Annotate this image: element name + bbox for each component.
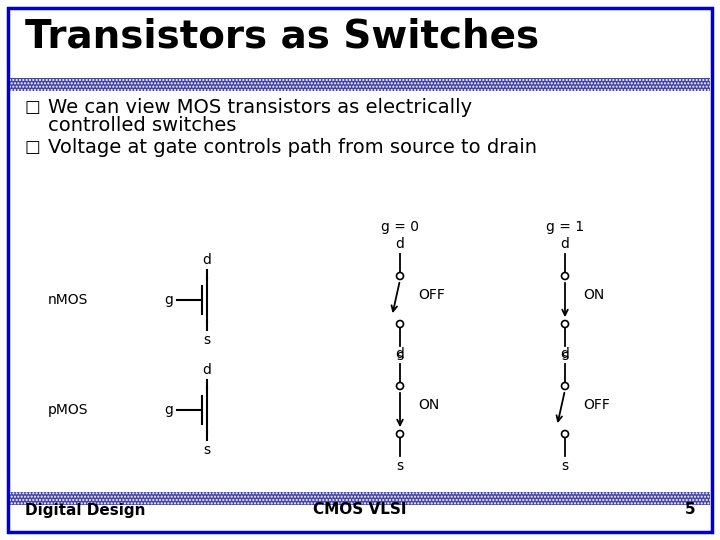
Text: nMOS: nMOS	[48, 293, 88, 307]
Text: 5: 5	[685, 503, 695, 517]
Text: d: d	[202, 363, 212, 377]
Bar	[10, 78, 710, 91]
Text: pMOS: pMOS	[48, 403, 89, 417]
Text: s: s	[204, 443, 210, 457]
Circle shape	[562, 382, 569, 389]
Circle shape	[397, 430, 403, 437]
Text: g = 1: g = 1	[546, 220, 584, 234]
Text: g: g	[164, 403, 173, 417]
Text: d: d	[202, 253, 212, 267]
Circle shape	[397, 321, 403, 327]
Text: □: □	[25, 98, 41, 116]
Text: CMOS VLSI: CMOS VLSI	[313, 503, 407, 517]
Text: s: s	[397, 459, 404, 473]
Text: s: s	[562, 459, 569, 473]
Text: g = 0: g = 0	[381, 220, 419, 234]
Circle shape	[397, 382, 403, 389]
Bar	[10, 492, 710, 505]
Text: Transistors as Switches: Transistors as Switches	[25, 18, 539, 56]
Text: ON: ON	[583, 288, 604, 302]
Text: □: □	[25, 138, 41, 156]
Text: controlled switches: controlled switches	[48, 116, 236, 135]
Text: s: s	[562, 349, 569, 363]
Text: d: d	[561, 237, 570, 251]
Text: s: s	[204, 333, 210, 347]
Text: We can view MOS transistors as electrically: We can view MOS transistors as electrica…	[48, 98, 472, 117]
Text: d: d	[395, 237, 405, 251]
Text: OFF: OFF	[583, 398, 610, 412]
Circle shape	[397, 273, 403, 280]
Text: g: g	[164, 293, 173, 307]
Circle shape	[562, 321, 569, 327]
Text: ON: ON	[418, 398, 439, 412]
Circle shape	[562, 430, 569, 437]
Text: d: d	[561, 347, 570, 361]
Text: Digital Design: Digital Design	[25, 503, 145, 517]
Circle shape	[562, 273, 569, 280]
Text: OFF: OFF	[418, 288, 445, 302]
Text: d: d	[395, 347, 405, 361]
Text: Voltage at gate controls path from source to drain: Voltage at gate controls path from sourc…	[48, 138, 537, 157]
Text: s: s	[397, 349, 404, 363]
